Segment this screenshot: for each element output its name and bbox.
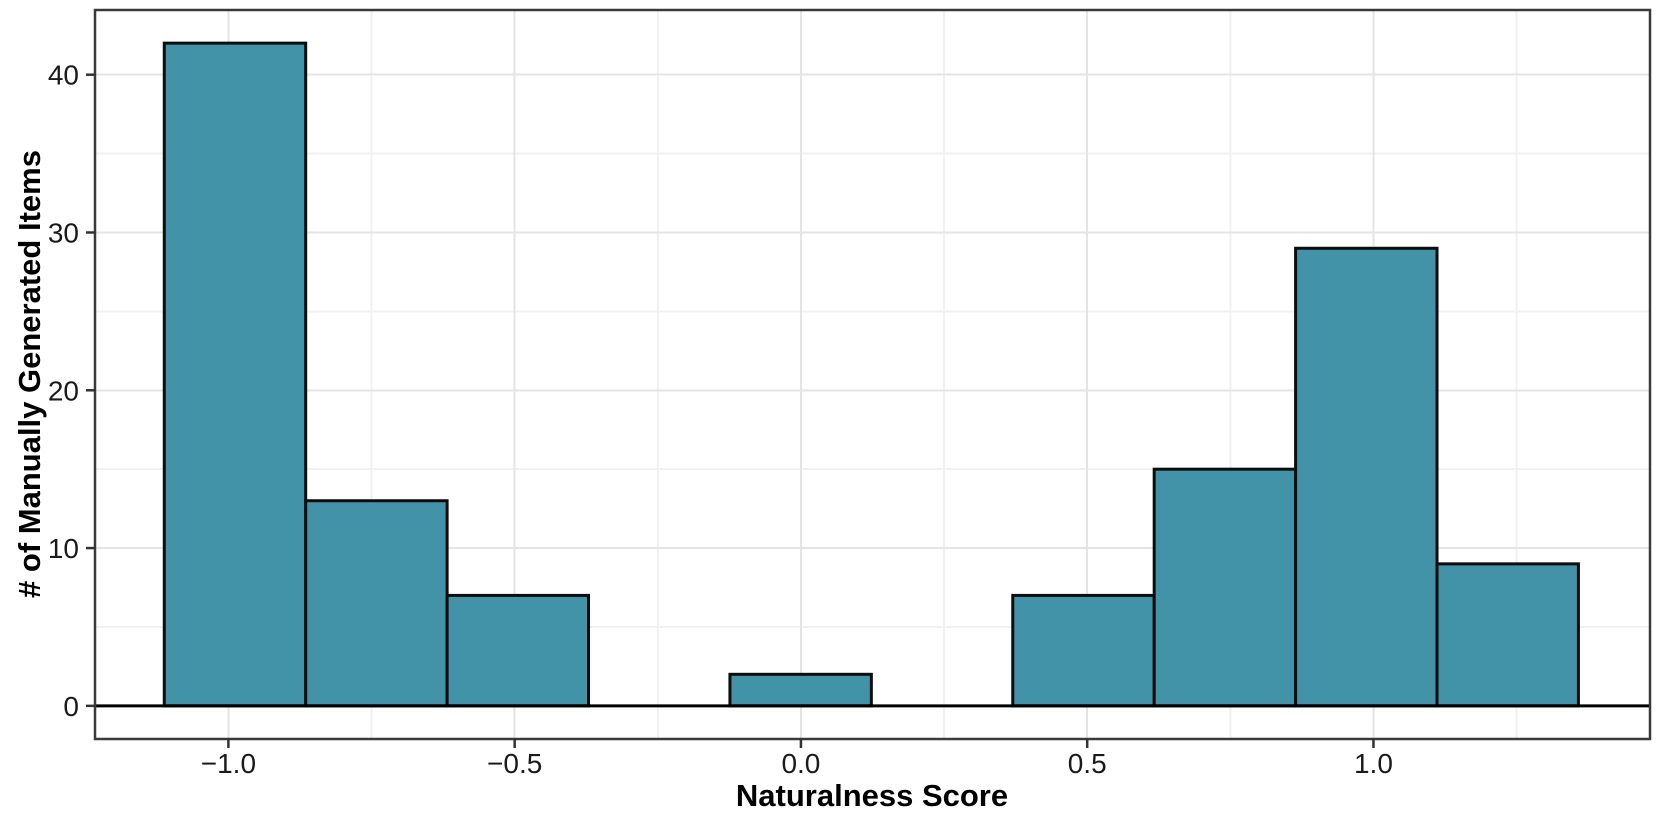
x-tick-label: 0.5: [1068, 748, 1107, 779]
histogram-bar: [162, 41, 308, 708]
histogram-bar: [445, 593, 591, 708]
histogram-bar: [1435, 562, 1580, 708]
histogram-bar: [304, 499, 449, 708]
y-tick-label: 40: [48, 60, 79, 91]
y-tick-label: 30: [48, 217, 79, 248]
x-tick-label: 0.0: [781, 748, 820, 779]
panel-border: [93, 8, 1652, 741]
x-tick-label: −0.5: [487, 748, 542, 779]
y-axis-title: # of Manually Generated Items: [12, 150, 47, 598]
x-axis-title: Naturalness Score: [735, 778, 1009, 813]
y-tick-label: 20: [48, 375, 79, 406]
x-tick-label: 1.0: [1354, 748, 1393, 779]
histogram-bar: [1011, 593, 1156, 708]
histogram-bar: [1152, 467, 1298, 708]
histogram-bar: [728, 672, 873, 708]
histogram-bar: [1294, 246, 1439, 708]
y-tick-label: 10: [48, 533, 79, 564]
x-tick-label: −1.0: [201, 748, 256, 779]
y-tick-label: 0: [63, 691, 79, 722]
